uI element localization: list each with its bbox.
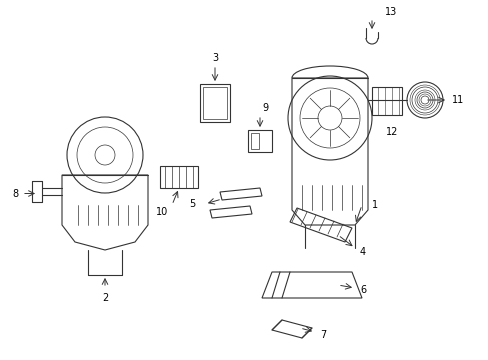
Text: 7: 7 [319, 330, 325, 340]
Bar [203, 87, 226, 119]
Bar [247, 130, 271, 152]
Text: 8: 8 [12, 189, 18, 198]
Text: 12: 12 [385, 127, 397, 137]
Text: 4: 4 [359, 247, 366, 257]
Text: 13: 13 [384, 7, 396, 17]
Text: 2: 2 [102, 293, 108, 303]
Text: 1: 1 [371, 200, 377, 210]
Text: 9: 9 [262, 103, 267, 113]
Text: 6: 6 [359, 285, 366, 295]
Bar [371, 87, 401, 115]
Text: 10: 10 [156, 207, 168, 217]
Bar [200, 84, 229, 122]
Bar [160, 166, 198, 188]
Bar [250, 133, 259, 149]
Text: 3: 3 [211, 53, 218, 63]
Text: 11: 11 [451, 95, 463, 105]
Text: 5: 5 [188, 199, 195, 209]
